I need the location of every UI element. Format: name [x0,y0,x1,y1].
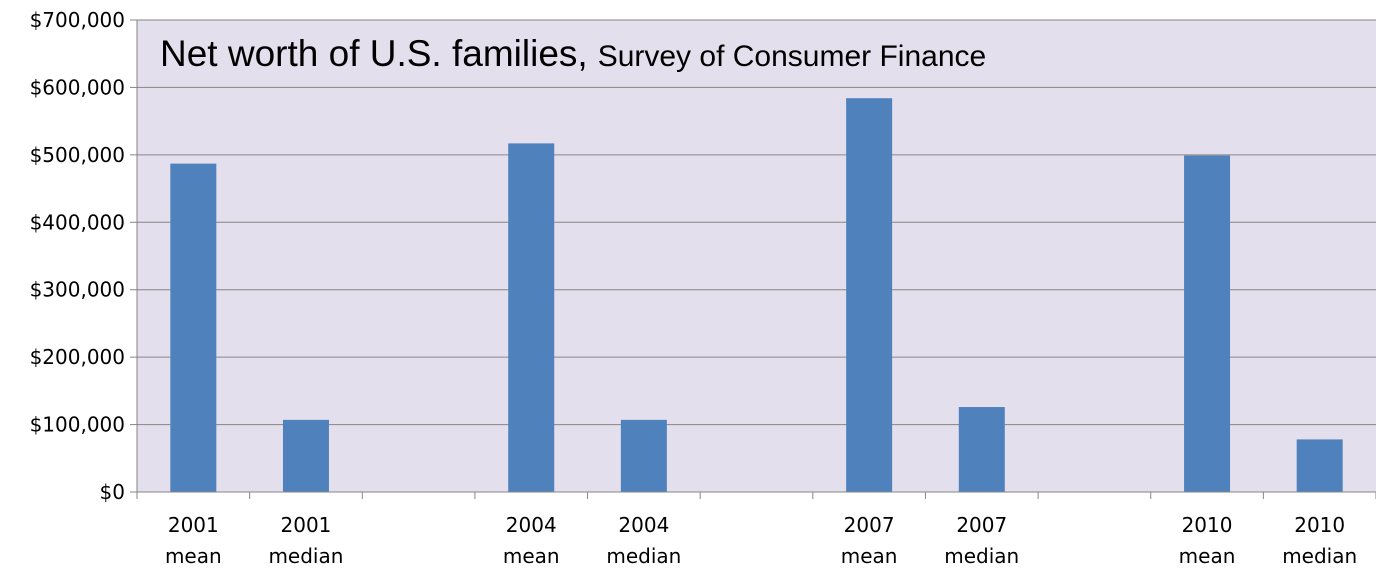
x-tick-label: median [606,544,681,568]
x-tick-label: median [268,544,343,568]
bar [1184,155,1231,492]
x-tick-label: 2007 [844,513,895,537]
bar [620,419,667,492]
x-tick-label: 2004 [506,513,557,537]
y-tick-label: $300,000 [30,278,125,302]
y-tick-label: $700,000 [30,8,125,32]
x-tick-label: 2004 [618,513,669,537]
y-tick-label: $500,000 [30,143,125,167]
y-axis-ticks: $0 $100,000 $200,000 $300,000 $400,000 $500,0… [30,8,137,504]
chart-title: Net worth of U.S. families, Survey of Con… [160,33,986,74]
bar [846,98,893,493]
axes [136,20,1376,493]
x-tick-label: mean [503,544,560,568]
x-tick-label: 2010 [1182,513,1233,537]
x-tick-label: 2001 [168,513,219,537]
y-tick-label: $600,000 [30,75,125,99]
x-tick-label: mean [1179,544,1236,568]
x-tick-label: 2007 [956,513,1007,537]
chart-title-sub: Survey of Consumer Finance [598,40,987,73]
bar [170,163,217,492]
x-tick-label: 2010 [1294,513,1345,537]
x-tick-label: median [944,544,1019,568]
gridlines [137,19,1376,426]
x-tick-label: mean [841,544,898,568]
x-tick-label: median [1282,544,1357,568]
bar [508,143,555,492]
x-tick-label: mean [165,544,222,568]
x-axis-ticks: 2001 mean 2001 median 2004 mean 2004 median 2007… [136,492,1376,568]
x-tick-label: 2001 [281,513,332,537]
y-tick-label: $100,000 [30,413,125,437]
bars [170,98,1343,493]
chart-title-main: Net worth of U.S. families, [160,33,588,74]
plot-area [137,20,1376,492]
y-tick-label: $0 [100,480,125,504]
y-tick-label: $200,000 [30,345,125,369]
bar [958,407,1005,492]
bar [282,419,329,492]
bar [1296,439,1343,492]
y-tick-label: $400,000 [30,210,125,234]
